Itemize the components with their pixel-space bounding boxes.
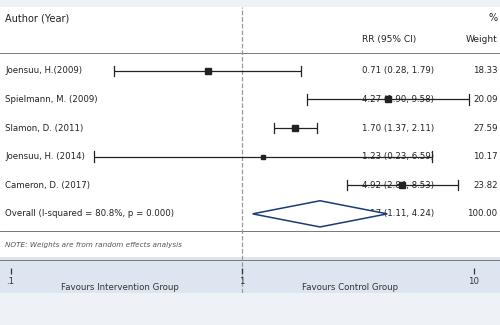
Text: 100.00: 100.00 — [468, 209, 498, 218]
Text: 0.71 (0.28, 1.79): 0.71 (0.28, 1.79) — [362, 66, 434, 75]
Text: 10: 10 — [468, 277, 479, 286]
Text: Author (Year): Author (Year) — [5, 13, 69, 23]
Polygon shape — [252, 201, 388, 227]
Text: Weight: Weight — [466, 35, 498, 45]
Text: Slamon, D. (2011): Slamon, D. (2011) — [5, 124, 83, 133]
Text: NOTE: Weights are from random effects analysis: NOTE: Weights are from random effects an… — [5, 242, 182, 248]
Text: RR (95% CI): RR (95% CI) — [362, 35, 417, 45]
Text: 27.59: 27.59 — [473, 124, 498, 133]
Text: 18.33: 18.33 — [473, 66, 498, 75]
Text: Overall (I-squared = 80.8%, p = 0.000): Overall (I-squared = 80.8%, p = 0.000) — [5, 209, 174, 218]
Text: 1.70 (1.37, 2.11): 1.70 (1.37, 2.11) — [362, 124, 434, 133]
Text: Joensuu, H. (2014): Joensuu, H. (2014) — [5, 152, 85, 161]
Text: .1: .1 — [6, 277, 14, 286]
Text: Joensuu, H.(2009): Joensuu, H.(2009) — [5, 66, 82, 75]
Text: Favours Control Group: Favours Control Group — [302, 283, 398, 292]
Text: 20.09: 20.09 — [473, 95, 498, 104]
Text: 1: 1 — [240, 277, 245, 286]
Text: 23.82: 23.82 — [473, 181, 498, 190]
Text: 1.23 (0.23, 6.59): 1.23 (0.23, 6.59) — [362, 152, 434, 161]
Text: Favours Intervention Group: Favours Intervention Group — [61, 283, 179, 292]
Text: %: % — [488, 13, 498, 23]
Bar — [0, 257, 500, 292]
Text: 4.27 (1.90, 9.58): 4.27 (1.90, 9.58) — [362, 95, 434, 104]
Text: Cameron, D. (2017): Cameron, D. (2017) — [5, 181, 90, 190]
Text: Spielmann, M. (2009): Spielmann, M. (2009) — [5, 95, 98, 104]
Text: 2.17 (1.11, 4.24): 2.17 (1.11, 4.24) — [362, 209, 434, 218]
Text: 4.92 (2.84, 8.53): 4.92 (2.84, 8.53) — [362, 181, 434, 190]
Text: 10.17: 10.17 — [473, 152, 498, 161]
